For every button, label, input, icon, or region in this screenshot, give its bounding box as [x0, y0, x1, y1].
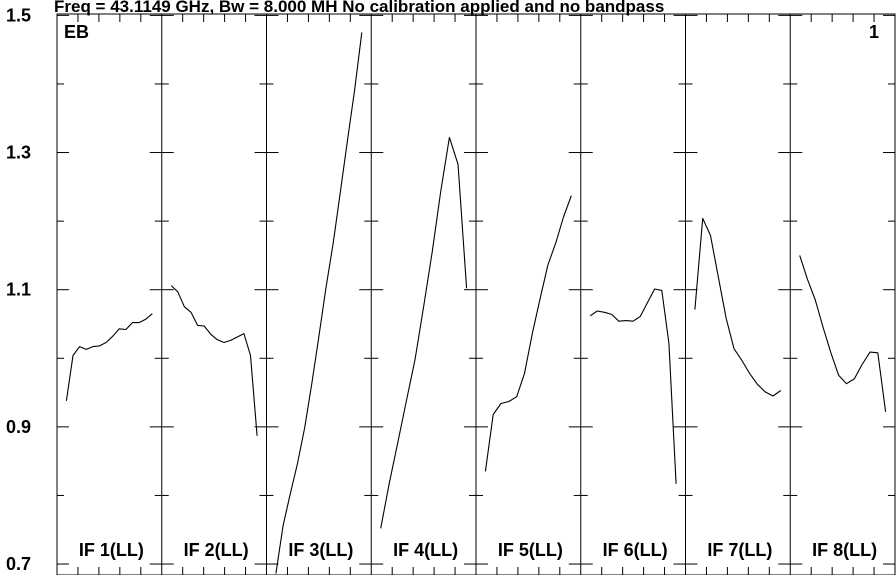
y-tick-label: 0.7	[6, 554, 31, 574]
panel-label: IF 4(LL)	[393, 540, 458, 560]
series-line-if1	[65, 313, 153, 401]
panel-label: IF 3(LL)	[288, 540, 353, 560]
chart-title: Freq = 43.1149 GHz, Bw = 8.000 MH No cal…	[54, 0, 664, 16]
panel-dividers	[57, 14, 895, 575]
series-line-if8	[799, 255, 887, 412]
panel-labels: IF 1(LL) IF 2(LL) IF 3(LL) IF 4(LL) IF 5(LL)…	[79, 540, 877, 560]
y-tick-label: 1.3	[6, 143, 31, 163]
corner-label-left: EB	[64, 22, 89, 42]
series-line-if2	[170, 285, 258, 436]
panel-label: IF 7(LL)	[707, 540, 772, 560]
axes: 0.7 0.9 1.1 1.3 1.5	[6, 5, 896, 575]
series-line-if4	[380, 136, 468, 529]
corner-label-right: 1	[869, 22, 879, 42]
panel-label: IF 5(LL)	[498, 540, 563, 560]
series-line-if3	[275, 32, 363, 574]
y-tick-label: 1.1	[6, 280, 31, 300]
y-tick-label: 0.9	[6, 417, 31, 437]
panel-label: IF 2(LL)	[184, 540, 249, 560]
panel-label: IF 8(LL)	[812, 540, 877, 560]
y-tick-label: 1.5	[6, 5, 31, 25]
panel-label: IF 6(LL)	[603, 540, 668, 560]
series-lines	[65, 32, 887, 574]
series-line-if6	[589, 288, 677, 484]
series-line-if5	[484, 195, 572, 472]
series-line-if7	[694, 217, 782, 397]
panel-label: IF 1(LL)	[79, 540, 144, 560]
